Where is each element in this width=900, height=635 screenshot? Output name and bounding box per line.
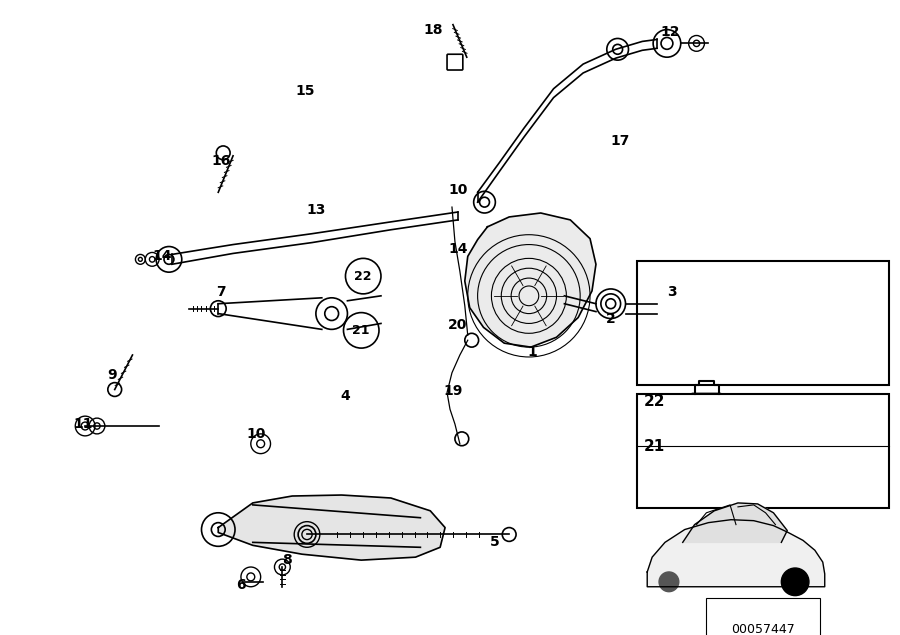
- Text: 21: 21: [644, 439, 665, 454]
- Text: 9: 9: [107, 368, 117, 382]
- Text: 18: 18: [424, 23, 443, 37]
- Text: 17: 17: [611, 134, 630, 148]
- Text: 14: 14: [152, 250, 172, 264]
- Text: 5: 5: [490, 535, 500, 549]
- Text: 3: 3: [667, 285, 677, 299]
- Text: 22: 22: [355, 270, 372, 283]
- FancyBboxPatch shape: [637, 394, 889, 508]
- Text: 11: 11: [74, 417, 93, 431]
- Text: 12: 12: [661, 25, 680, 39]
- Text: 6: 6: [236, 578, 246, 592]
- Text: 15: 15: [295, 84, 315, 98]
- Text: 21: 21: [353, 324, 370, 337]
- Text: 14: 14: [448, 243, 468, 257]
- Polygon shape: [219, 495, 446, 560]
- Text: 20: 20: [448, 318, 468, 332]
- Text: 22: 22: [644, 394, 665, 409]
- Text: 00057447: 00057447: [731, 623, 795, 635]
- Text: 8: 8: [283, 553, 293, 567]
- Polygon shape: [647, 519, 824, 587]
- Circle shape: [781, 568, 809, 596]
- Text: 1: 1: [527, 345, 536, 359]
- FancyBboxPatch shape: [637, 262, 889, 385]
- Polygon shape: [683, 503, 788, 542]
- Text: 13: 13: [306, 203, 326, 217]
- Text: 10: 10: [448, 184, 468, 197]
- Text: 4: 4: [340, 389, 350, 403]
- Text: 16: 16: [212, 154, 231, 168]
- Text: 10: 10: [246, 427, 266, 441]
- Text: 2: 2: [606, 312, 616, 326]
- Text: 7: 7: [216, 285, 226, 299]
- Polygon shape: [464, 213, 596, 347]
- Text: 19: 19: [444, 384, 463, 398]
- Circle shape: [659, 572, 679, 592]
